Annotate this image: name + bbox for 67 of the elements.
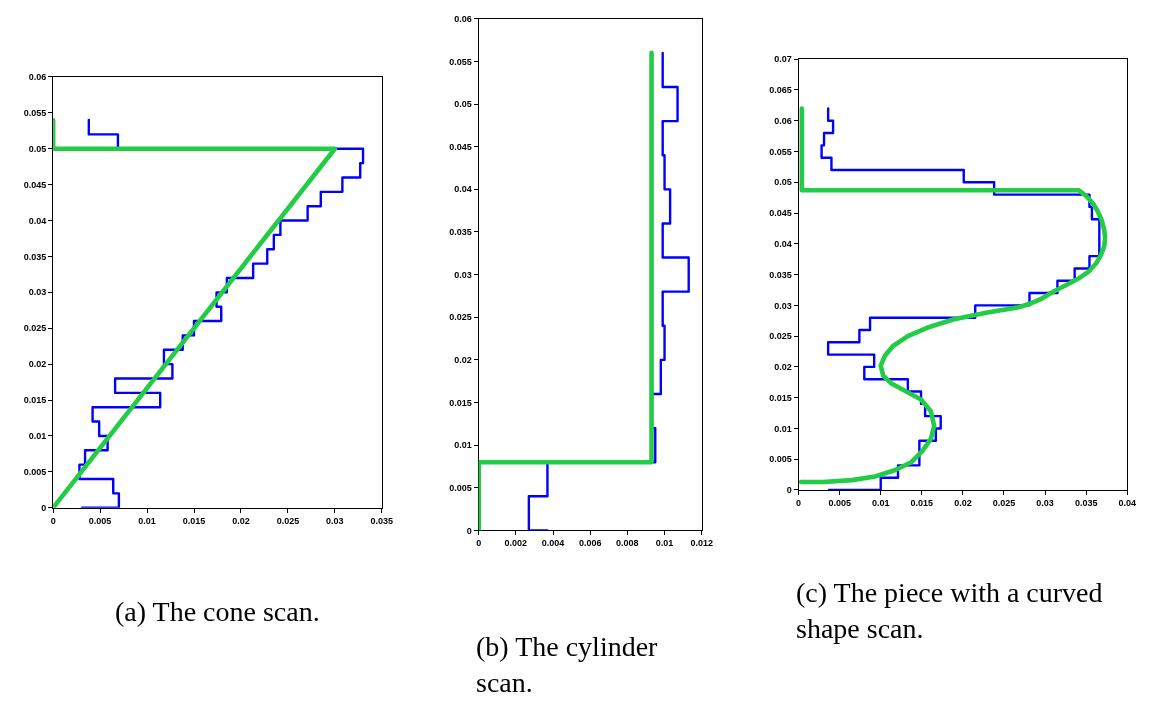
x-tick-label: 0.015 [910,497,934,508]
y-tick-label: 0.015 [23,395,47,406]
y-tick-label: 0.045 [23,179,47,190]
x-tick-label: 0.03 [1036,497,1054,508]
y-tick-label: 0.015 [449,397,472,408]
y-tick-label: 0.04 [454,184,472,195]
y-tick-label: 0.015 [769,392,792,403]
y-tick-label: 0.005 [769,454,792,465]
y-tick-label: 0.02 [774,362,792,373]
y-tick-label: 0.07 [774,54,792,65]
x-tick-label: 0.03 [326,515,344,526]
x-tick-label: 0.006 [578,538,602,549]
y-tick-label: 0.065 [769,85,792,96]
y-tick-label: 0.055 [23,108,47,119]
x-tick-label: 0 [476,538,482,549]
x-tick-label: 0.01 [655,538,674,549]
y-tick-label: 0.045 [449,141,472,152]
y-tick-label: 0.005 [23,466,47,477]
x-tick-label: 0.025 [992,497,1016,508]
y-tick-label: 0.005 [449,482,472,493]
y-tick-label: 0.025 [449,312,472,323]
y-tick-label: 0.05 [774,177,792,188]
y-tick-label: 0.035 [23,251,47,262]
y-tick-label: 0.045 [769,208,792,219]
y-tick-label: 0.035 [449,227,472,238]
y-tick-label: 0.035 [769,269,792,280]
y-tick-label: 0.06 [454,13,472,24]
x-tick-label: 0.035 [1074,497,1098,508]
y-tick-label: 0.02 [454,355,472,366]
x-tick-label: 0.04 [1118,497,1137,508]
y-tick-label: 0.06 [774,115,792,126]
y-tick-label: 0.025 [23,323,47,334]
x-tick-label: 0.01 [138,515,156,526]
y-tick-label: 0.01 [28,431,47,442]
x-tick-label: 0 [50,515,56,526]
y-tick-label: 0.01 [774,423,792,434]
y-tick-label: 0.05 [454,99,472,110]
x-tick-label: 0.005 [88,515,112,526]
x-tick-label: 0.02 [954,497,972,508]
y-tick-label: 0.025 [769,331,792,342]
x-tick-label: 0.035 [370,515,394,526]
x-tick-label: 0.008 [616,538,639,549]
text: (c) The piece with a curved shape scan. [796,577,1103,645]
y-tick-label: 0.03 [774,300,792,311]
y-tick-label: 0.055 [769,146,792,157]
y-tick-label: 0 [786,485,792,496]
x-tick-label: 0 [796,497,802,508]
y-tick-label: 0.05 [28,143,47,154]
y-tick-label: 0.055 [449,56,472,67]
x-tick-label: 0.025 [276,515,300,526]
y-tick-label: 0.03 [454,269,472,280]
x-tick-label: 0.004 [541,538,565,549]
y-tick-label: 0.06 [28,72,47,83]
y-tick-label: 0.04 [28,215,47,226]
y-tick-label: 0.02 [28,359,47,370]
y-tick-label: 0 [466,525,472,536]
x-tick-label: 0.01 [871,497,890,508]
y-tick-label: 0.03 [28,287,47,298]
y-tick-label: 0.01 [454,440,472,451]
x-tick-label: 0.02 [232,515,250,526]
x-tick-label: 0.015 [182,515,206,526]
y-tick-label: 0.04 [774,238,792,249]
text: (b) The cylinder scan. [476,631,659,699]
text: (a) The cone scan. [115,596,320,627]
x-tick-label: 0.005 [828,497,851,508]
x-tick-label: 0.012 [690,538,713,549]
x-tick-label: 0.002 [504,538,528,549]
